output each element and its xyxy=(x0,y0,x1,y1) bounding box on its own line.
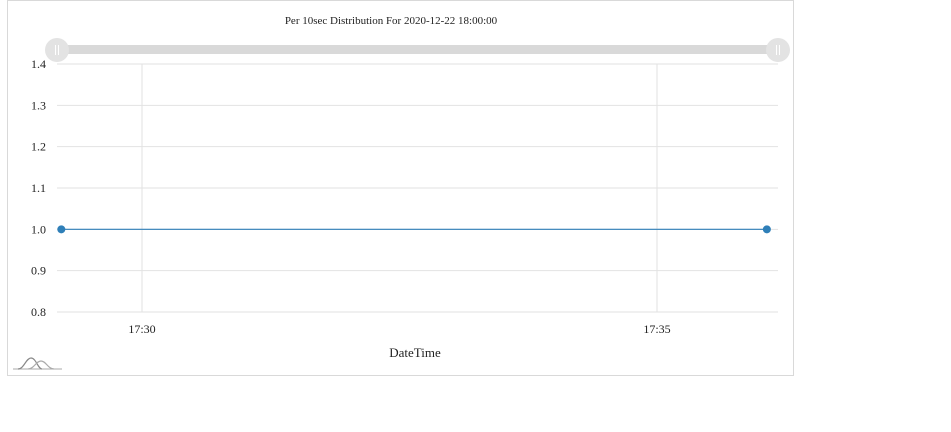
grip-lines-icon xyxy=(776,45,780,55)
data-point[interactable] xyxy=(57,225,66,234)
range-slider-track[interactable] xyxy=(57,45,778,54)
y-axis-ticks: 1.4 1.3 1.2 1.1 1.0 0.9 0.8 xyxy=(31,57,46,319)
grip-lines-icon xyxy=(55,45,59,55)
y-tick-label: 1.0 xyxy=(31,222,46,236)
series-layer xyxy=(57,225,771,234)
y-tick-label: 1.2 xyxy=(31,140,46,154)
x-tick-label: 17:30 xyxy=(128,322,155,336)
y-tick-label: 0.8 xyxy=(31,305,46,319)
data-point[interactable] xyxy=(762,225,771,234)
y-tick-label: 1.1 xyxy=(31,181,46,195)
x-tick-label: 17:35 xyxy=(643,322,670,336)
x-axis-ticks: 17:30 17:35 xyxy=(128,322,670,336)
range-slider-start-handle[interactable] xyxy=(45,38,69,62)
distribution-curve-logo-icon xyxy=(13,357,62,370)
grid-lines xyxy=(57,63,778,313)
x-axis-title: DateTime xyxy=(389,345,441,360)
y-tick-label: 1.4 xyxy=(31,57,46,71)
range-slider[interactable] xyxy=(45,38,790,62)
chart-title: Per 10sec Distribution For 2020-12-22 18… xyxy=(285,15,498,27)
y-tick-label: 0.9 xyxy=(31,264,46,278)
y-tick-label: 1.3 xyxy=(31,98,46,112)
range-slider-end-handle[interactable] xyxy=(766,38,790,62)
